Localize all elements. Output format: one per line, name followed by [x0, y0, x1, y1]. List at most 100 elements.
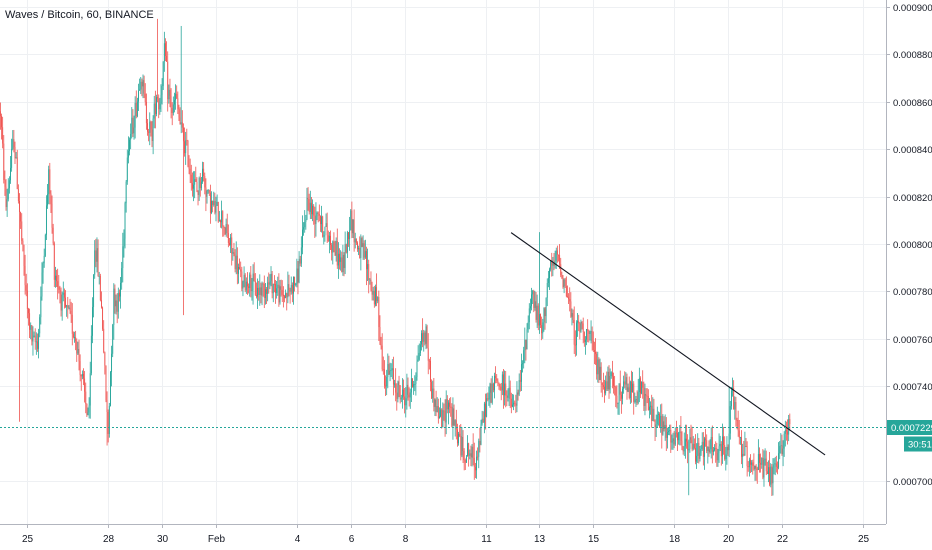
candle-body [675, 432, 677, 434]
candle-body [574, 344, 576, 346]
candle-body [784, 430, 786, 434]
candle-body [284, 296, 285, 299]
candle-body [26, 290, 28, 310]
candle-body [706, 440, 708, 451]
candle-body [321, 216, 323, 225]
candle-body [695, 447, 696, 462]
candle-body [397, 381, 399, 399]
candle-body [682, 450, 684, 452]
candle-body [360, 238, 362, 259]
candle-body [604, 386, 605, 394]
candle-body [351, 210, 353, 234]
candle-body [788, 419, 790, 435]
candle-body [648, 406, 650, 411]
candle-body [85, 391, 87, 404]
candle-body [505, 383, 507, 396]
candle-body [501, 374, 503, 391]
candles[interactable] [0, 18, 791, 496]
candle-body [253, 273, 255, 281]
candle-body [48, 169, 50, 195]
candle-body [392, 368, 394, 385]
candle-body [479, 440, 481, 445]
candle-body [611, 372, 613, 377]
candle-body [739, 437, 741, 438]
candle-body [171, 107, 173, 113]
candle-body [216, 201, 218, 206]
candle-body [273, 283, 275, 285]
candle-body [308, 199, 310, 212]
candle-body [608, 371, 610, 390]
candle-body [578, 320, 580, 324]
candle-body [445, 399, 447, 423]
candle-body [730, 390, 732, 407]
time-axis[interactable]: 25 28 30 Feb 4 6 8 11 13 15 18 20 22 25 [22, 524, 870, 545]
candle-body [491, 383, 493, 403]
candle-body [774, 463, 776, 465]
candle-body [231, 237, 233, 254]
candle-body [599, 366, 601, 380]
candle-body [332, 241, 334, 253]
candle-body [252, 273, 254, 291]
candle-body [582, 323, 584, 332]
candle-body [2, 127, 4, 144]
candle-body [189, 168, 191, 175]
candle-body [425, 326, 427, 344]
candle-body [206, 191, 208, 197]
candle-body [330, 235, 331, 245]
candle-body [68, 307, 70, 309]
candle-body [3, 143, 5, 181]
candle-body [652, 408, 654, 422]
candle-body [544, 308, 546, 317]
candle-body [435, 399, 437, 412]
candle-body [162, 61, 164, 87]
candle-body [47, 194, 49, 206]
candle-body [383, 369, 385, 386]
candle-body [367, 264, 369, 270]
candle-body [463, 451, 465, 461]
candle-body [579, 323, 581, 332]
candle-body [271, 273, 273, 294]
candle-body [381, 345, 383, 370]
candle-body [467, 443, 468, 457]
candle-body [547, 277, 549, 283]
candle-body [415, 377, 417, 384]
candle-body [307, 197, 309, 200]
candle-body [513, 402, 515, 405]
candle-body [354, 238, 356, 243]
candle-body [771, 466, 773, 484]
candle-body [40, 296, 42, 318]
candle-body [67, 305, 69, 308]
candle-body [701, 441, 703, 449]
candle-body [427, 348, 429, 361]
candle-body [666, 432, 668, 438]
trendline[interactable] [510, 232, 826, 456]
candle-body [617, 403, 619, 404]
candle-body [688, 448, 690, 451]
candle-body [335, 241, 337, 256]
candle-body [17, 189, 19, 202]
candle-body [721, 436, 723, 457]
candle-body [130, 134, 132, 140]
candle-body [452, 408, 454, 426]
candle-body [563, 279, 565, 288]
candle-body [473, 457, 475, 467]
candle-body [141, 81, 143, 87]
candle-body [399, 385, 401, 400]
candle-body [713, 450, 714, 452]
candle-body [447, 402, 449, 410]
candle-body [109, 371, 111, 406]
candle-body [560, 264, 562, 276]
candle-body [29, 313, 31, 330]
candle-body [175, 93, 177, 101]
candle-body [450, 406, 452, 408]
candle-body [680, 431, 682, 441]
candle-body [129, 139, 130, 152]
candle-body [441, 409, 443, 428]
candle-body [83, 373, 84, 379]
candle-body [286, 293, 288, 298]
